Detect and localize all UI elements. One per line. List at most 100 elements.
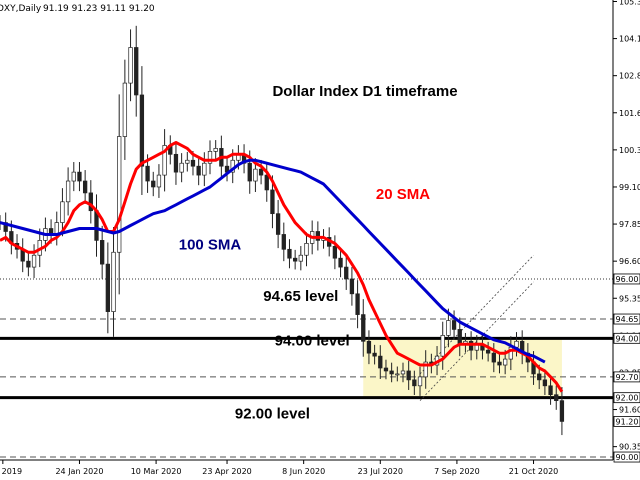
candle-body [65, 180, 71, 203]
candle-body [497, 361, 502, 366]
candle-body [162, 145, 167, 176]
candle-body [292, 257, 298, 262]
candle-body [264, 174, 269, 191]
candle-body [275, 213, 281, 235]
y-tick-label: 97.85 [619, 220, 640, 229]
candle-body [298, 254, 303, 262]
candle-body [372, 352, 377, 357]
candle-body [548, 385, 553, 396]
series-line-20-sma [0, 141, 564, 393]
candle-body [383, 367, 389, 372]
candle-body [417, 376, 423, 387]
candle-body [190, 159, 196, 167]
symbol-label: DXY,Daily [0, 4, 42, 14]
candle-body [185, 159, 190, 164]
level-tag-label: 92.00 [616, 394, 639, 403]
x-tick-label: 21 Oct 2020 [509, 467, 558, 476]
candle-body [82, 180, 88, 194]
candle-body [451, 320, 457, 330]
y-tick-label: 101.60 [619, 109, 640, 118]
last-price-tag-box [613, 416, 640, 427]
candle-body [395, 373, 400, 376]
x-tick-label: 24 Jan 2020 [55, 467, 103, 476]
annotation-4: 94.00 level [275, 333, 350, 350]
candle-body [400, 370, 406, 375]
y-tick-label: 104.10 [619, 35, 640, 44]
candle-body [503, 358, 508, 366]
candle-body [349, 278, 355, 295]
candle-body [485, 349, 491, 354]
level-tag-label: 94.65 [616, 315, 639, 324]
candle-body [270, 189, 275, 215]
candle-body [446, 320, 451, 336]
y-tick-label: 90.35 [619, 443, 640, 452]
y-tick-label: 95.35 [619, 294, 640, 303]
candle-body [77, 171, 82, 182]
candle-body [440, 335, 445, 357]
candle-body [247, 162, 252, 182]
candle-body [366, 340, 372, 354]
last-price-label: 91.20 [616, 417, 639, 426]
level-tag-box [613, 451, 640, 463]
level-tag-box [613, 332, 640, 344]
x-tick-label: 23 Jul 2020 [358, 467, 403, 476]
y-tick-label: 105.35 [619, 0, 640, 6]
level-tag-label: 92.70 [616, 373, 639, 382]
level-tag-box [613, 392, 640, 404]
candle-body [31, 254, 37, 268]
candle-body [287, 248, 292, 259]
candle-body [26, 260, 31, 268]
candle-body [406, 370, 411, 381]
x-tick-label: 7 Sep 2020 [434, 467, 480, 476]
candle-body [338, 257, 343, 268]
candle-body [179, 162, 184, 173]
candle-body [412, 379, 417, 387]
level-tag-box [613, 313, 640, 325]
candle-body [128, 47, 133, 84]
candle-body [344, 266, 349, 280]
consolidation-range-box [363, 338, 562, 398]
candle-body [332, 245, 338, 259]
candle-body [542, 379, 548, 387]
channel-lower-line [419, 281, 534, 401]
level-tag-box [613, 371, 640, 383]
candle-body [304, 243, 309, 256]
series-line-100-sma [0, 158, 546, 364]
annotation-1: 20 SMA [376, 186, 430, 203]
candle-body [100, 240, 105, 265]
x-tick-label: 8 Jun 2020 [282, 467, 325, 476]
candle-body [139, 94, 145, 167]
candle-body [134, 47, 139, 96]
candle-body [554, 394, 559, 401]
y-tick-label: 91.60 [619, 406, 640, 415]
candle-body [361, 314, 366, 342]
candle-body [457, 329, 462, 345]
candle-body [423, 361, 428, 378]
candle-body [105, 263, 110, 312]
candle-body [202, 162, 207, 176]
x-tick-label: 10 Mar 2020 [131, 467, 182, 476]
candle-body [355, 293, 360, 315]
candle-body [213, 148, 218, 152]
channel-upper-line [419, 254, 534, 375]
candle-body [559, 400, 565, 422]
level-tag-label: 94.00 [616, 334, 639, 343]
candle-body [253, 168, 258, 182]
candle-body [151, 180, 156, 188]
y-tick-label: 100.35 [619, 146, 640, 155]
candle-body [196, 165, 201, 176]
candle-body [514, 340, 519, 348]
level-tag-label: 90.00 [616, 453, 639, 462]
candle-body [145, 165, 150, 182]
y-tick-label: 96.60 [619, 257, 640, 266]
candle-body [117, 136, 122, 253]
x-tick-label: 23 Apr 2020 [202, 467, 251, 476]
candle-body [111, 251, 116, 312]
level-tag-label: 96.00 [616, 275, 639, 284]
chart-title: Dollar Index D1 timeframe [272, 83, 457, 100]
level-tag-box [613, 273, 640, 285]
x-tick-label: Dec 2019 [0, 467, 22, 476]
annotation-3: 94.65 level [263, 288, 338, 305]
ohlc-readout: 91.19 91.23 91.11 91.20 [43, 4, 155, 14]
candle-body [156, 174, 162, 188]
